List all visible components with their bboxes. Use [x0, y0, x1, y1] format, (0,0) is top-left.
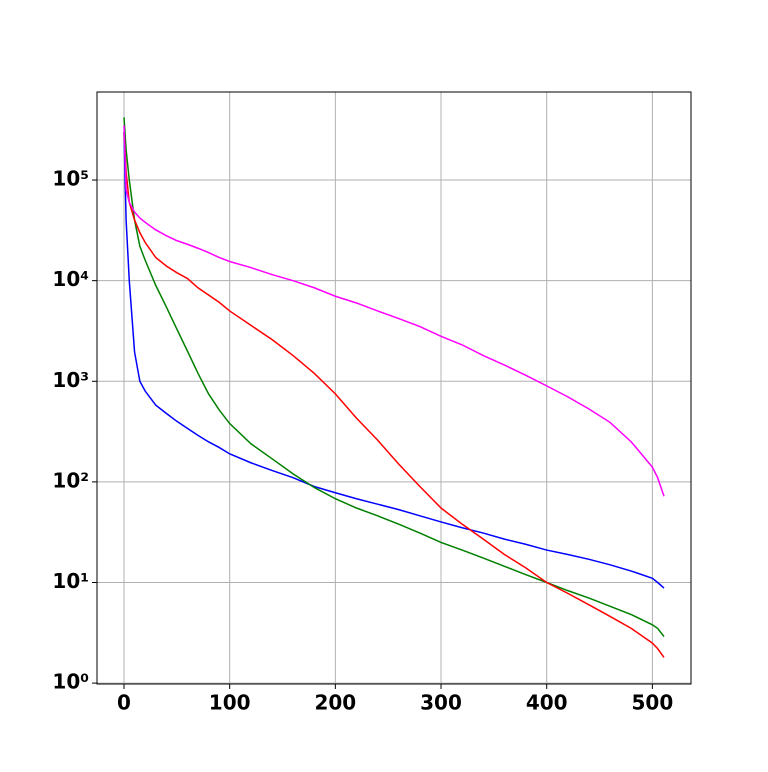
y-tick-label: 10³: [52, 368, 89, 392]
y-tick-label: 10⁰: [52, 670, 89, 694]
plot-frame: [96, 91, 692, 685]
y-tick-label: 10¹: [52, 569, 89, 593]
x-tick-label: 300: [420, 691, 462, 715]
line-series: [123, 132, 665, 658]
line-series: [123, 117, 665, 638]
line-series: [123, 132, 665, 589]
y-tick-label: 10²: [52, 468, 89, 492]
x-tick-label: 100: [209, 691, 251, 715]
x-tick-label: 200: [314, 691, 356, 715]
x-tick-label: 400: [526, 691, 568, 715]
y-tick-label: 10⁵: [52, 167, 89, 191]
y-tick-label: 10⁴: [52, 267, 89, 291]
x-tick-label: 0: [117, 691, 131, 715]
x-tick-label: 500: [632, 691, 674, 715]
line-series: [123, 125, 665, 497]
